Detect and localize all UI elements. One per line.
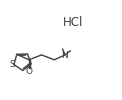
Text: HCl: HCl <box>63 16 83 29</box>
Text: S: S <box>10 60 15 69</box>
Text: N: N <box>61 51 68 60</box>
Text: O: O <box>25 67 32 76</box>
